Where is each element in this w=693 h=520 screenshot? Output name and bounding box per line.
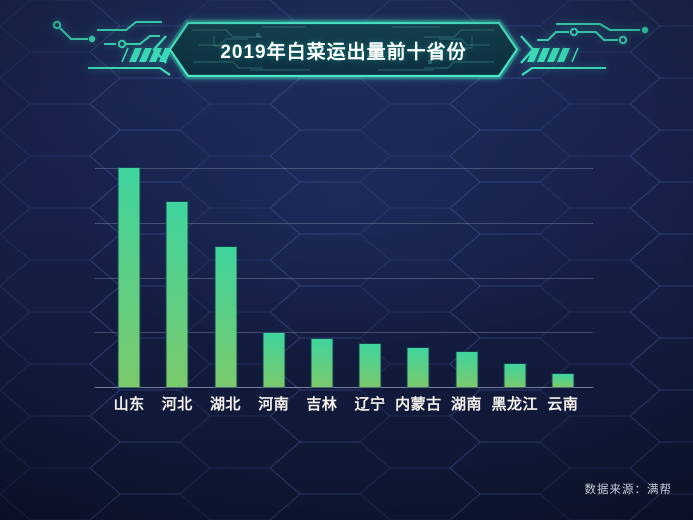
bar-chart-plot-area (95, 168, 593, 388)
gridline (95, 168, 593, 169)
bar-湖南 (456, 351, 478, 387)
bar-slot (298, 168, 346, 387)
bar-slot (394, 168, 442, 387)
bar-slot (442, 168, 490, 387)
category-label: 湖北 (210, 396, 242, 413)
bar-slot (491, 168, 539, 387)
bars-container (105, 168, 587, 387)
bar-河南 (263, 333, 285, 387)
banner-inner-circuit-texture (192, 26, 495, 71)
category-label: 河北 (161, 396, 193, 413)
category-label: 河南 (258, 396, 290, 413)
left-chevron-icon (152, 35, 167, 64)
bar-slot (539, 168, 587, 387)
bar-slot (250, 168, 298, 387)
title-banner (165, 19, 522, 80)
category-label: 山东 (113, 396, 145, 413)
gridline (95, 222, 593, 224)
bar-内蒙古 (407, 347, 429, 387)
bar-湖北 (215, 246, 236, 387)
category-label: 云南 (547, 396, 579, 413)
bar-slot (346, 168, 394, 387)
bar-云南 (552, 374, 574, 387)
right-circuit-decoration (521, 23, 649, 76)
gridline (95, 277, 593, 279)
category-label: 吉林 (306, 396, 338, 413)
right-hatch-marks (527, 48, 570, 62)
category-label: 黑龙江 (491, 396, 538, 413)
x-axis-line (95, 387, 593, 388)
bar-山东 (118, 168, 140, 387)
bar-slot (201, 168, 249, 387)
category-label: 辽宁 (354, 396, 386, 413)
bar-辽宁 (359, 344, 381, 387)
bar-slot (105, 168, 153, 387)
x-axis-category-labels: 山东 河北 湖北 河南 吉林 辽宁 内蒙古 湖南 黑龙江 云南 (105, 393, 587, 414)
bar-河北 (166, 201, 188, 387)
left-hatch-marks (129, 48, 172, 62)
bar-吉林 (311, 339, 333, 387)
data-source-note: 数据来源：满帮 (584, 484, 672, 496)
page-title: 2019年白菜运出量前十省份 (220, 41, 467, 63)
bar-黑龙江 (504, 364, 526, 387)
gridline (95, 332, 593, 334)
left-circuit-decoration (52, 20, 171, 76)
bar-slot (153, 168, 201, 387)
header-tech-banner-art (52, 19, 649, 80)
category-label: 内蒙古 (395, 396, 442, 413)
category-label: 湖南 (451, 396, 483, 413)
